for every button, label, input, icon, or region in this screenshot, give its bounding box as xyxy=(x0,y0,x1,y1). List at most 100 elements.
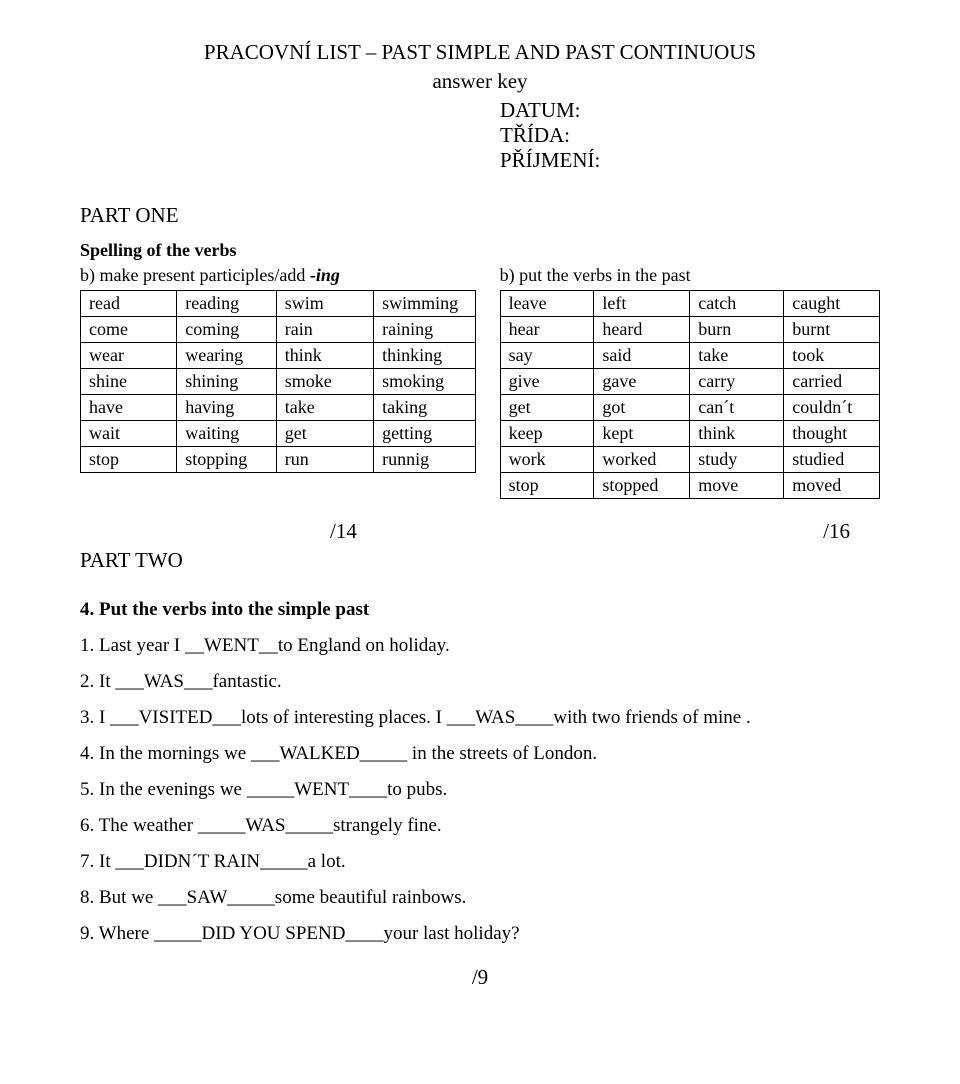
right-table-cell: caught xyxy=(784,291,880,317)
left-table-cell: shine xyxy=(81,369,177,395)
left-table-cell: come xyxy=(81,317,177,343)
right-table-cell: burnt xyxy=(784,317,880,343)
left-table-row: readreadingswimswimming xyxy=(81,291,476,317)
left-table-cell: waiting xyxy=(177,421,277,447)
left-table-cell: raining xyxy=(374,317,476,343)
question-line: 7. It ___DIDN´T RAIN_____a lot. xyxy=(80,851,880,873)
left-table-cell: wearing xyxy=(177,343,277,369)
right-table-cell: keep xyxy=(500,421,594,447)
score-bottom: /9 xyxy=(80,965,880,990)
question-line: 8. But we ___SAW_____some beautiful rain… xyxy=(80,887,880,909)
question-line: 1. Last year I __WENT__to England on hol… xyxy=(80,635,880,657)
right-table-cell: moved xyxy=(784,473,880,499)
right-table-cell: give xyxy=(500,369,594,395)
question-heading: 4. Put the verbs into the simple past xyxy=(80,599,880,621)
right-table-cell: move xyxy=(690,473,784,499)
score-right: /16 xyxy=(823,519,850,544)
right-table-row: workworkedstudystudied xyxy=(500,447,879,473)
right-table-cell: couldn´t xyxy=(784,395,880,421)
left-table-cell: get xyxy=(276,421,373,447)
left-table-row: comecomingrainraining xyxy=(81,317,476,343)
left-subhead: b) make present participles/add -ing xyxy=(80,265,476,286)
question-line: 2. It ___WAS___fantastic. xyxy=(80,671,880,693)
left-table-cell: swim xyxy=(276,291,373,317)
score-row: /14 /16 xyxy=(80,519,880,544)
right-table-row: saysaidtaketook xyxy=(500,343,879,369)
left-table-cell: coming xyxy=(177,317,277,343)
right-table-cell: worked xyxy=(594,447,690,473)
question-line: 3. I ___VISITED___lots of interesting pl… xyxy=(80,707,880,729)
right-table-cell: carry xyxy=(690,369,784,395)
right-table-cell: carried xyxy=(784,369,880,395)
right-table-cell: heard xyxy=(594,317,690,343)
right-table-cell: think xyxy=(690,421,784,447)
spelling-heading: Spelling of the verbs xyxy=(80,240,880,261)
right-table-cell: leave xyxy=(500,291,594,317)
title-line-2: answer key xyxy=(80,69,880,94)
left-table-cell: taking xyxy=(374,395,476,421)
title-line-1: PRACOVNÍ LIST – PAST SIMPLE AND PAST CON… xyxy=(80,40,880,65)
tables-row: b) make present participles/add -ing rea… xyxy=(80,265,880,499)
right-table-row: keepkeptthinkthought xyxy=(500,421,879,447)
right-table-cell: thought xyxy=(784,421,880,447)
left-table-cell: smoke xyxy=(276,369,373,395)
left-subhead-a: b) make present participles/add xyxy=(80,265,305,285)
right-table-cell: get xyxy=(500,395,594,421)
right-table-cell: can´t xyxy=(690,395,784,421)
right-table-block: b) put the verbs in the past leaveleftca… xyxy=(500,265,880,499)
left-table-cell: getting xyxy=(374,421,476,447)
meta-surname: PŘÍJMENÍ: xyxy=(500,148,880,173)
right-table-row: givegavecarrycarried xyxy=(500,369,879,395)
question-line: 6. The weather _____WAS_____strangely fi… xyxy=(80,815,880,837)
left-table-row: havehavingtaketaking xyxy=(81,395,476,421)
right-table-cell: stop xyxy=(500,473,594,499)
meta-block: DATUM: TŘÍDA: PŘÍJMENÍ: xyxy=(500,98,880,173)
right-table: leaveleftcatchcaughthearheardburnburntsa… xyxy=(500,290,880,499)
left-table-row: stopstoppingrunrunnig xyxy=(81,447,476,473)
left-table-cell: having xyxy=(177,395,277,421)
right-table-cell: catch xyxy=(690,291,784,317)
part-one-heading: PART ONE xyxy=(80,203,880,228)
right-table-cell: take xyxy=(690,343,784,369)
right-table-cell: stopped xyxy=(594,473,690,499)
right-table-cell: work xyxy=(500,447,594,473)
right-table-cell: left xyxy=(594,291,690,317)
right-table-row: leaveleftcatchcaught xyxy=(500,291,879,317)
right-table-cell: say xyxy=(500,343,594,369)
left-table-cell: thinking xyxy=(374,343,476,369)
meta-class: TŘÍDA: xyxy=(500,123,880,148)
left-table-cell: reading xyxy=(177,291,277,317)
right-table-row: getgotcan´tcouldn´t xyxy=(500,395,879,421)
right-subhead: b) put the verbs in the past xyxy=(500,265,880,286)
right-table-row: hearheardburnburnt xyxy=(500,317,879,343)
left-table-cell: stopping xyxy=(177,447,277,473)
left-table-cell: rain xyxy=(276,317,373,343)
meta-date: DATUM: xyxy=(500,98,880,123)
left-table-cell: shining xyxy=(177,369,277,395)
left-table-row: wearwearingthinkthinking xyxy=(81,343,476,369)
right-table-row: stopstoppedmovemoved xyxy=(500,473,879,499)
right-table-cell: took xyxy=(784,343,880,369)
question-line: 4. In the mornings we ___WALKED_____ in … xyxy=(80,743,880,765)
left-table: readreadingswimswimmingcomecomingrainrai… xyxy=(80,290,476,473)
question-lines: 1. Last year I __WENT__to England on hol… xyxy=(80,635,880,945)
right-table-cell: studied xyxy=(784,447,880,473)
left-table-block: b) make present participles/add -ing rea… xyxy=(80,265,476,473)
left-table-cell: think xyxy=(276,343,373,369)
right-table-cell: burn xyxy=(690,317,784,343)
left-subhead-b: -ing xyxy=(305,265,340,285)
left-table-row: waitwaitinggetgetting xyxy=(81,421,476,447)
right-table-cell: said xyxy=(594,343,690,369)
right-table-cell: study xyxy=(690,447,784,473)
left-table-cell: swimming xyxy=(374,291,476,317)
right-table-cell: hear xyxy=(500,317,594,343)
right-table-cell: kept xyxy=(594,421,690,447)
right-table-cell: gave xyxy=(594,369,690,395)
part-two-label: PART TWO xyxy=(80,548,880,573)
right-table-cell: got xyxy=(594,395,690,421)
question-line: 9. Where _____DID YOU SPEND____your last… xyxy=(80,923,880,945)
left-table-cell: have xyxy=(81,395,177,421)
left-table-cell: wait xyxy=(81,421,177,447)
left-table-cell: run xyxy=(276,447,373,473)
left-table-cell: read xyxy=(81,291,177,317)
